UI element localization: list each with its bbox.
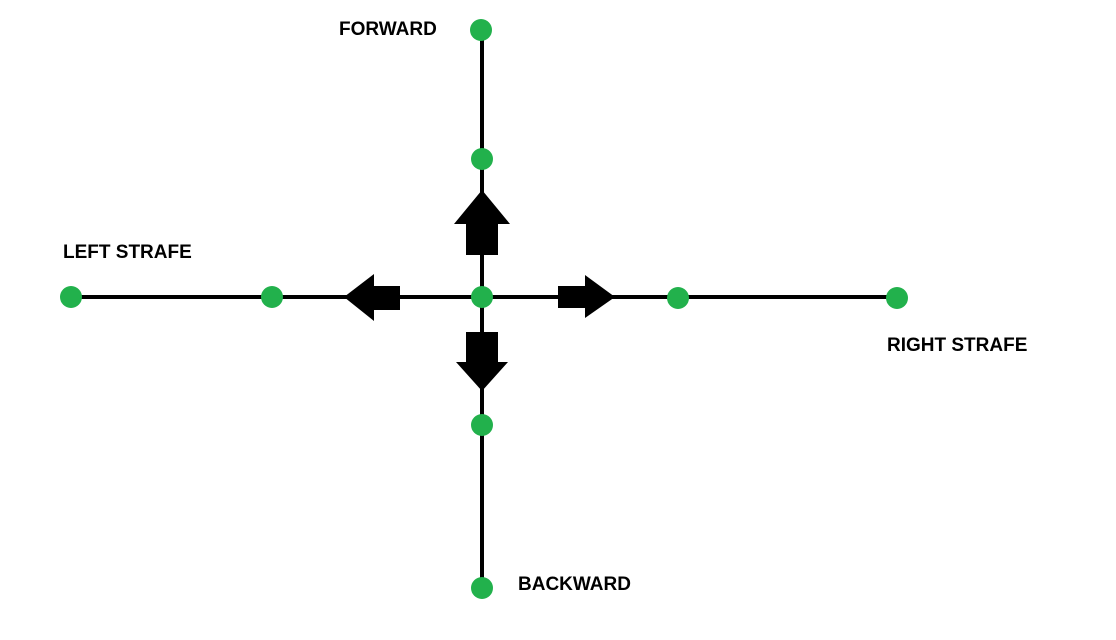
arrow-backward-icon: [456, 332, 508, 391]
node-right-mid: [667, 287, 689, 309]
label-left-strafe: LEFT STRAFE: [63, 242, 192, 263]
node-forward-end: [470, 19, 492, 41]
label-forward: FORWARD: [339, 19, 437, 40]
node-backward-mid: [471, 414, 493, 436]
label-right-strafe: RIGHT STRAFE: [887, 335, 1028, 356]
label-backward: BACKWARD: [518, 574, 631, 595]
node-forward-mid: [471, 148, 493, 170]
node-backward-end: [471, 577, 493, 599]
node-left-mid: [261, 286, 283, 308]
arrow-right-icon: [558, 275, 615, 318]
node-center: [471, 286, 493, 308]
node-left-end: [60, 286, 82, 308]
arrow-left-icon: [344, 274, 400, 321]
node-right-end: [886, 287, 908, 309]
arrow-forward-icon: [454, 190, 510, 255]
